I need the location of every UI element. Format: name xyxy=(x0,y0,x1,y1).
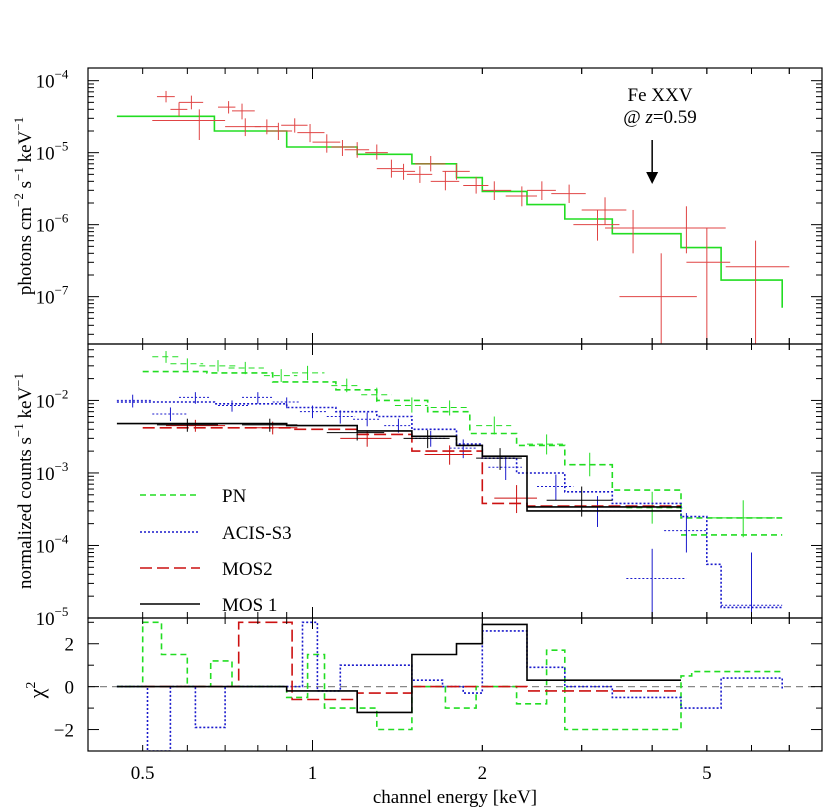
bottom-ylabel: χ2 xyxy=(24,682,49,700)
xtick-label: 5 xyxy=(702,763,712,784)
xtick-label: 1 xyxy=(308,763,318,784)
legend-label-mos1: MOS 1 xyxy=(222,595,277,616)
xtick-label: 0.5 xyxy=(131,763,155,784)
axes-layer: 0.5 1 2 5 10−4 10−5 10−6 10−7 10−2 10−3 10−4 10−5 2 0… xyxy=(36,67,823,784)
ytick-label-2: 2 xyxy=(65,635,75,656)
middle-ylabel: normalized counts s−1 keV−1 xyxy=(11,373,36,589)
top-ylabel: photons cm−2 s−1 keV−1 xyxy=(11,117,36,295)
panel-frame-0 xyxy=(87,67,823,345)
ytick-label-2: 0 xyxy=(65,678,75,699)
legend-label-pn: PN xyxy=(222,486,247,507)
annotation-line1: Fe XXV xyxy=(628,85,693,106)
ytick-label-2: −2 xyxy=(54,721,74,742)
panel-frame-1 xyxy=(87,343,823,619)
panel-bottom-data xyxy=(88,621,822,751)
ytick-label-1: 10−3 xyxy=(36,459,69,485)
legend-label-acis: ACIS-S3 xyxy=(222,523,292,544)
p1-mos-1-model xyxy=(116,422,681,512)
annotation-arrow-head xyxy=(646,172,659,184)
ytick-label-1: 10−5 xyxy=(36,604,69,630)
p2-pn-model xyxy=(116,621,783,731)
p1-acis-s3-model xyxy=(116,401,783,609)
p2-acis-s3-model xyxy=(116,621,783,751)
ytick-label-1: 10−2 xyxy=(36,386,69,412)
p2-mos-1-model xyxy=(116,623,681,714)
ytick-label-0: 10−4 xyxy=(36,67,69,93)
ytick-label-0: 10−5 xyxy=(36,139,69,165)
legend: PN ACIS-S3 MOS2 MOS 1 xyxy=(140,486,292,616)
ytick-label-0: 10−7 xyxy=(36,283,69,309)
panel-middle-data xyxy=(116,351,783,618)
ytick-label-1: 10−4 xyxy=(36,531,69,557)
panel-frame-2 xyxy=(87,617,823,752)
p1-pn-model xyxy=(142,370,783,519)
ytick-label-0: 10−6 xyxy=(36,211,69,237)
legend-label-mos2: MOS2 xyxy=(222,559,273,580)
panel-top-data xyxy=(116,90,790,344)
p0-model-model xyxy=(116,115,783,308)
x-axis-label: channel energy [keV] xyxy=(373,787,537,808)
annotation-line2: @ z=0.59 xyxy=(623,107,697,128)
xtick-label: 2 xyxy=(478,763,488,784)
